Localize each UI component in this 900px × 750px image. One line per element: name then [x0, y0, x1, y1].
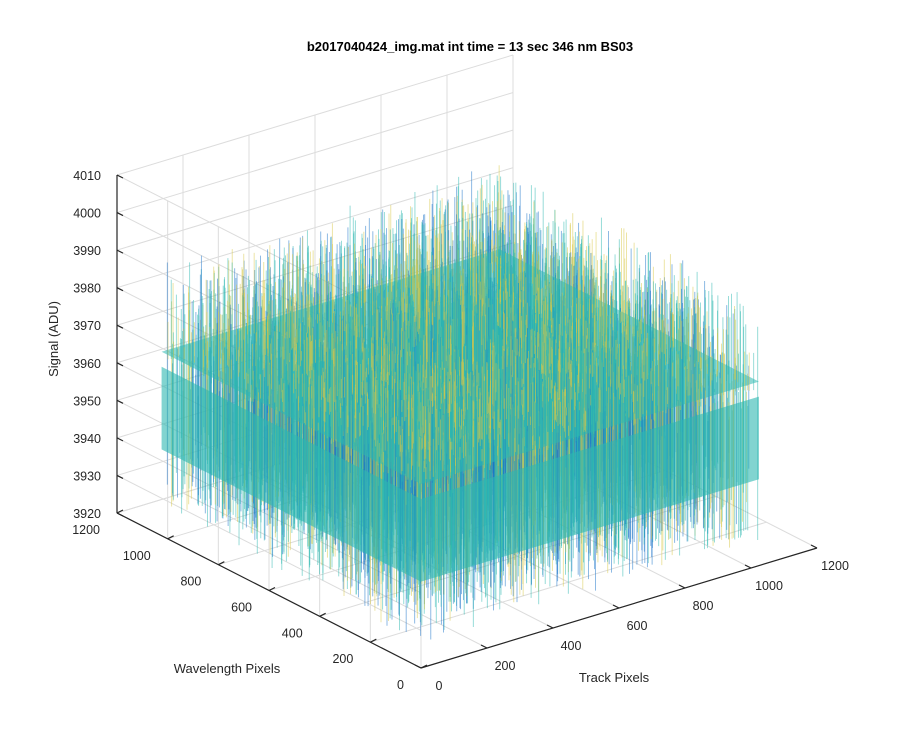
surface-plot: [161, 165, 759, 640]
surface-body: [161, 366, 759, 582]
surface-top: [161, 249, 759, 484]
